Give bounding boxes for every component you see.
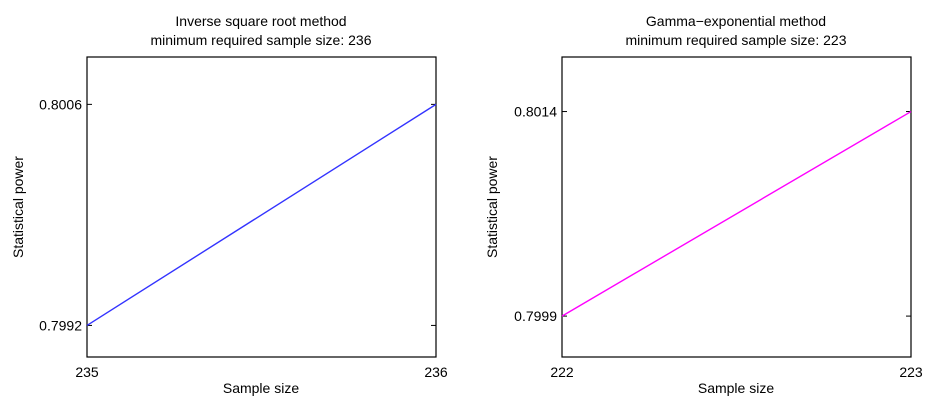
chart-right-y-axis-label: Statistical power [484, 156, 500, 258]
chart-right-subtitle: minimum required sample size: 223 [626, 32, 847, 48]
chart-left-subtitle: minimum required sample size: 236 [151, 32, 372, 48]
chart-left-y-axis-label: Statistical power [10, 156, 26, 258]
chart-right-x-tick-0: 222 [550, 364, 574, 380]
chart-right: Gamma−exponential method minimum require… [484, 13, 923, 396]
chart-right-frame [561, 56, 912, 358]
chart-left-x-tick-1: 236 [424, 364, 448, 380]
chart-right-ticks [561, 57, 912, 357]
chart-left-series-line [86, 103, 437, 327]
chart-right-x-axis-label: Sample size [698, 380, 774, 396]
chart-right-title: Gamma−exponential method [646, 13, 826, 29]
chart-left: Inverse square root method minimum requi… [10, 13, 448, 396]
chart-left-y-tick-0: 0.7992 [39, 317, 82, 333]
chart-right-x-tick-1: 223 [899, 364, 923, 380]
chart-left-ticks [86, 57, 437, 357]
chart-left-x-tick-0: 235 [75, 364, 99, 380]
chart-left-x-axis-label: Sample size [223, 380, 299, 396]
chart-right-y-tick-1: 0.8014 [514, 104, 557, 120]
chart-right-series-line [561, 110, 912, 317]
chart-left-title: Inverse square root method [175, 13, 346, 29]
chart-right-y-tick-0: 0.7999 [514, 308, 557, 324]
chart-left-frame [86, 56, 437, 358]
chart-left-y-tick-1: 0.8006 [39, 96, 82, 112]
